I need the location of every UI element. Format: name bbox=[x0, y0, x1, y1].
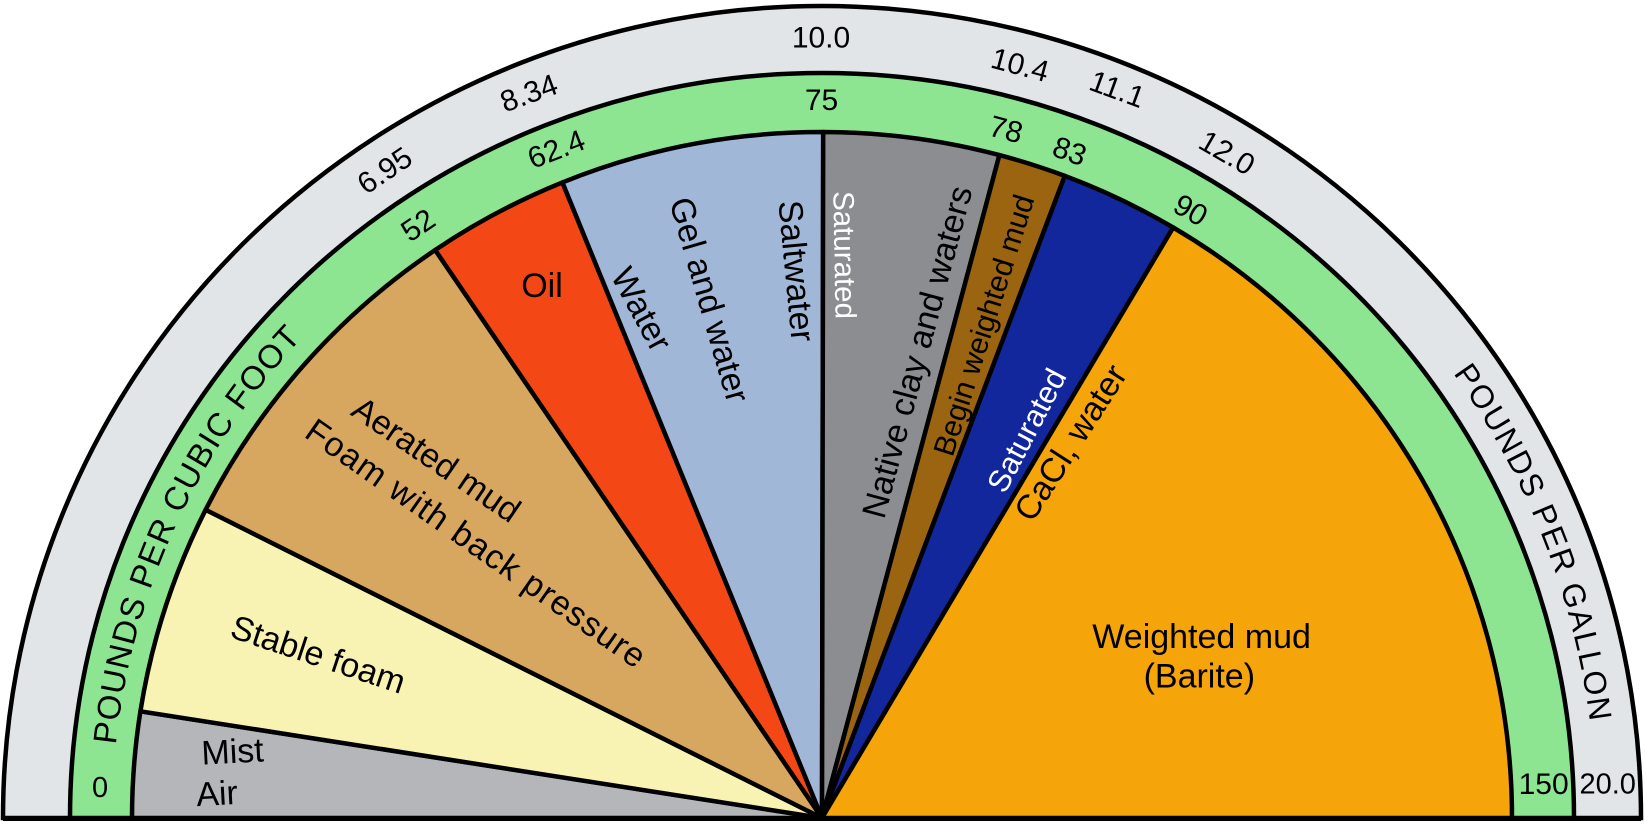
svg-text:0: 0 bbox=[92, 772, 108, 804]
svg-text:Weighted mud: Weighted mud bbox=[1092, 618, 1311, 656]
svg-text:20.0: 20.0 bbox=[1579, 768, 1635, 800]
svg-text:10.0: 10.0 bbox=[792, 22, 850, 55]
svg-text:(Barite): (Barite) bbox=[1144, 658, 1255, 696]
svg-text:Air: Air bbox=[195, 774, 238, 814]
svg-text:Mist: Mist bbox=[200, 731, 265, 772]
svg-text:Oil: Oil bbox=[521, 267, 563, 305]
svg-text:75: 75 bbox=[805, 84, 838, 117]
svg-text:Saturated: Saturated bbox=[826, 191, 861, 319]
svg-text:150: 150 bbox=[1519, 768, 1569, 801]
